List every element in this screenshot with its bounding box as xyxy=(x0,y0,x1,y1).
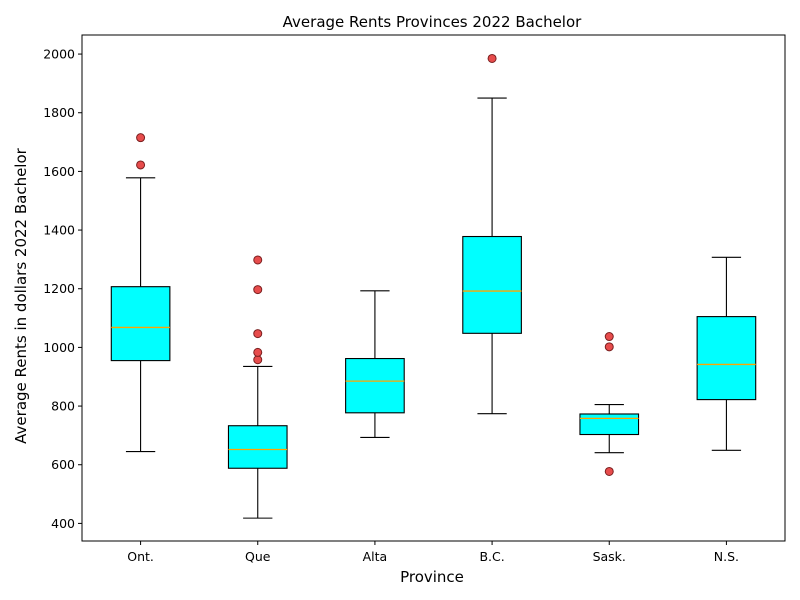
outlier-point xyxy=(604,332,614,342)
outlier-point xyxy=(253,355,263,365)
y-tick-label: 800 xyxy=(51,399,75,414)
outlier-point xyxy=(487,53,497,63)
y-tick-label: 1800 xyxy=(43,105,75,120)
iqr-box xyxy=(696,316,757,401)
box-bc xyxy=(462,53,522,415)
iqr-box xyxy=(110,286,171,362)
outlier-point xyxy=(136,160,146,170)
y-tick-label: 600 xyxy=(51,457,75,472)
x-tick-label: Sask. xyxy=(593,549,626,564)
outlier-point xyxy=(253,329,263,339)
box-ns xyxy=(696,256,757,451)
iqr-box xyxy=(345,357,405,414)
y-tick-label: 1400 xyxy=(43,223,75,238)
box-que xyxy=(227,255,288,519)
plot-area: 400 600 800 1000 1200 1400 1600 1800 2000 Ont. Que… xyxy=(43,34,786,564)
y-tick-label: 1200 xyxy=(43,281,75,296)
y-tick-label: 1000 xyxy=(43,340,75,355)
iqr-box xyxy=(227,425,288,469)
x-axis-label: Province xyxy=(400,568,464,586)
y-tick-label: 2000 xyxy=(43,47,75,62)
y-tick-label: 1600 xyxy=(43,164,75,179)
iqr-box xyxy=(462,235,522,334)
box-alta xyxy=(345,290,405,439)
outlier-point xyxy=(136,133,146,143)
outlier-point xyxy=(604,342,614,352)
outlier-point xyxy=(604,466,614,476)
box-sask xyxy=(579,332,640,476)
chart-title: Average Rents Provinces 2022 Bachelor xyxy=(283,13,582,31)
iqr-box xyxy=(579,413,640,436)
x-tick-label: Alta xyxy=(363,549,388,564)
outlier-point xyxy=(253,255,263,265)
x-tick-label: Ont. xyxy=(127,549,154,564)
x-tick-label: B.C. xyxy=(479,549,504,564)
outlier-point xyxy=(253,285,263,295)
box-ont xyxy=(110,133,171,453)
outlier-point xyxy=(253,347,263,357)
axes-frame xyxy=(81,34,786,542)
y-axis-label: Average Rents in dollars 2022 Bachelor xyxy=(12,147,30,443)
x-tick-label: Que xyxy=(245,549,271,564)
x-tick-label: N.S. xyxy=(714,549,739,564)
y-tick-label: 400 xyxy=(51,516,75,531)
